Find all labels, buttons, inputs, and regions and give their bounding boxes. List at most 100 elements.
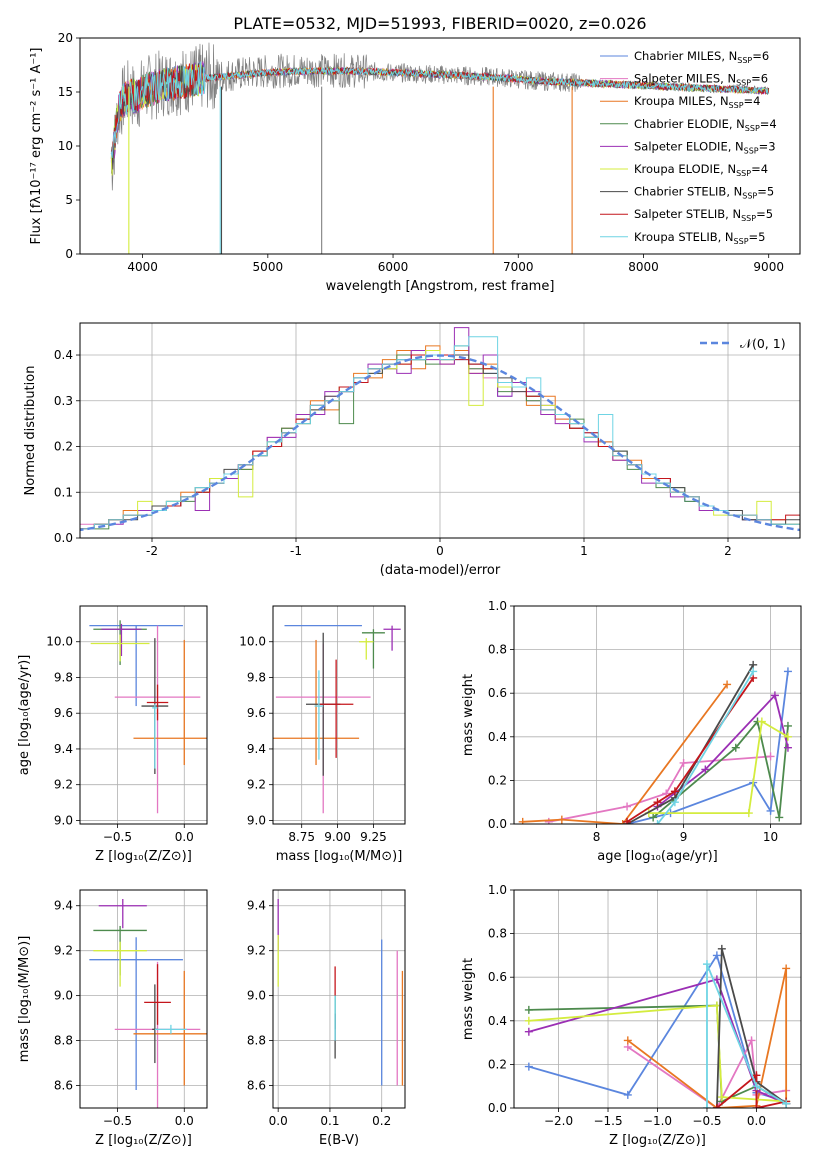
weight-marker bbox=[524, 1027, 533, 1036]
errorbar-point bbox=[314, 670, 324, 760]
weight-marker bbox=[653, 798, 662, 807]
legend-label: Salpeter ELODIE, NSSP=3 bbox=[634, 139, 776, 155]
weight-marker bbox=[782, 1099, 791, 1108]
weight-line bbox=[716, 1073, 787, 1108]
weight-marker bbox=[752, 1082, 761, 1091]
weight-marker bbox=[782, 964, 791, 973]
y-tick-label: 9.8 bbox=[54, 670, 73, 684]
x-axis-label: wavelength [Angstrom, rest frame] bbox=[326, 279, 555, 294]
errorbar-point bbox=[383, 625, 401, 651]
weight-marker bbox=[783, 667, 792, 676]
y-tick-label: 0.2 bbox=[54, 440, 73, 454]
x-tick-label: 0.1 bbox=[320, 1114, 339, 1128]
y-tick-label: 9.0 bbox=[54, 813, 73, 827]
x-tick-label: −1.5 bbox=[593, 1114, 622, 1128]
x-tick-label: 9 bbox=[680, 830, 688, 844]
errorbar-point bbox=[144, 964, 171, 1025]
y-tick-label: 9.4 bbox=[54, 742, 73, 756]
axes-frame bbox=[79, 889, 208, 1109]
weight-marker bbox=[775, 813, 784, 822]
weight-marker bbox=[766, 752, 775, 761]
errorbar-point bbox=[133, 639, 207, 766]
weight-marker bbox=[752, 1071, 761, 1080]
plot-area bbox=[277, 898, 404, 1086]
x-tick-label: 0.0 bbox=[175, 1114, 194, 1128]
weight-marker bbox=[731, 743, 740, 752]
weight-marker bbox=[766, 806, 775, 815]
y-tick-label: 0 bbox=[65, 247, 73, 261]
y-tick-label: 10 bbox=[58, 139, 73, 153]
y-tick-label: 20 bbox=[58, 31, 73, 45]
plot-area bbox=[80, 327, 800, 538]
weight-marker bbox=[783, 732, 792, 741]
y-axis-label: Normed distribution bbox=[23, 366, 38, 496]
errorbar-point bbox=[133, 970, 207, 1086]
weight-marker bbox=[757, 717, 766, 726]
weight-marker bbox=[518, 817, 527, 824]
weight-marker bbox=[557, 815, 566, 824]
weight-marker bbox=[623, 1036, 632, 1045]
y-tick-label: 0.8 bbox=[488, 927, 507, 941]
panel-weights-vs-Z: −2.0 −1.5 −1.0 −0.5 0.0 0.0 0.2 0.4 0.6 0.8 1.0 Z [… bbox=[461, 883, 802, 1148]
x-tick-label: 8000 bbox=[628, 260, 659, 274]
y-axis-label: mass weight bbox=[461, 958, 476, 1040]
errorbar-point bbox=[101, 623, 142, 657]
x-tick-label: 8 bbox=[593, 830, 601, 844]
y-tick-label: 10.0 bbox=[46, 635, 73, 649]
weight-marker bbox=[524, 1005, 533, 1014]
model-line bbox=[110, 61, 770, 159]
y-tick-label: 9.6 bbox=[247, 706, 266, 720]
x-tick-label: 0.0 bbox=[175, 830, 194, 844]
weight-marker bbox=[649, 813, 658, 822]
x-tick-label: 2 bbox=[724, 544, 732, 558]
weight-marker bbox=[653, 820, 662, 824]
y-tick-label: 0.4 bbox=[488, 1014, 507, 1028]
weight-marker bbox=[712, 1104, 721, 1108]
legend-label: Kroupa ELODIE, NSSP=4 bbox=[634, 162, 768, 178]
errorbar-point bbox=[146, 684, 169, 721]
panel-age-vs-Z: −0.5 0.0 9.0 9.2 9.4 9.6 9.8 10.0 Z [log₁₀(Z/Z⊙)… bbox=[17, 605, 208, 864]
weight-marker bbox=[752, 1104, 761, 1108]
plot-layer: 4000 5000 6000 7000 8000 900005101520waveleng… bbox=[17, 31, 802, 1148]
y-axis-label: Flux [fλ10⁻¹⁷ erg cm⁻² s⁻¹ A⁻¹] bbox=[29, 48, 44, 245]
weight-marker bbox=[749, 667, 758, 676]
weight-marker bbox=[747, 1036, 756, 1045]
y-tick-label: 9.4 bbox=[54, 899, 73, 913]
y-axis-label: age [log₁₀(age/yr)] bbox=[17, 655, 32, 776]
errorbar-point bbox=[318, 659, 354, 758]
weight-marker bbox=[744, 809, 753, 818]
gridlines bbox=[273, 606, 405, 824]
legend-label: Chabrier STELIB, NSSP=5 bbox=[634, 185, 774, 201]
x-axis-label: Z [log₁₀(Z/Z⊙)] bbox=[609, 1133, 706, 1148]
x-tick-label: 8.75 bbox=[288, 830, 315, 844]
x-tick-label: 1 bbox=[580, 544, 588, 558]
weight-line bbox=[626, 677, 754, 823]
weight-marker bbox=[618, 820, 627, 824]
weight-line bbox=[715, 948, 787, 1108]
plot-area bbox=[89, 620, 207, 814]
weight-marker bbox=[544, 817, 553, 824]
y-tick-label: 9.0 bbox=[247, 813, 266, 827]
x-tick-label: 4000 bbox=[127, 260, 158, 274]
weight-marker bbox=[712, 975, 721, 984]
y-tick-label: 9.0 bbox=[247, 989, 266, 1003]
errorbar-point bbox=[89, 937, 183, 1091]
legend-label: 𝒩(0, 1) bbox=[740, 336, 786, 351]
x-tick-label: -1 bbox=[290, 544, 302, 558]
x-tick-label: −0.5 bbox=[103, 830, 132, 844]
model-line bbox=[111, 63, 770, 154]
y-tick-label: 1.0 bbox=[488, 599, 507, 613]
x-axis-label: mass [log₁₀(M/M⊙)] bbox=[276, 849, 403, 864]
weight-marker bbox=[717, 944, 726, 953]
x-tick-label: 0.0 bbox=[269, 1114, 288, 1128]
y-tick-label: 0.3 bbox=[54, 394, 73, 408]
plot-area bbox=[110, 42, 770, 254]
y-tick-label: 0.0 bbox=[54, 531, 73, 545]
axes-frame bbox=[79, 322, 801, 539]
x-tick-label: 7000 bbox=[503, 260, 534, 274]
y-tick-label: 9.2 bbox=[54, 944, 73, 958]
legend-label: Chabrier ELODIE, NSSP=4 bbox=[634, 117, 777, 133]
y-tick-label: 9.8 bbox=[247, 670, 266, 684]
errorbar-point bbox=[154, 1024, 187, 1034]
